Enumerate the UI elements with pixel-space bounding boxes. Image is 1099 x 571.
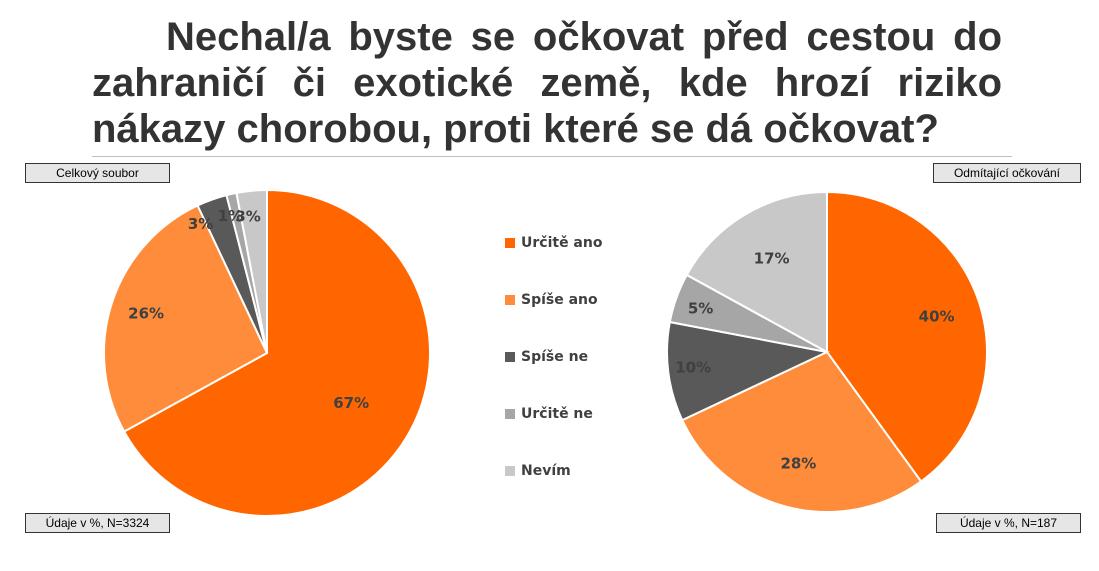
data-label-refusers-urcite-ano: 40% xyxy=(919,307,955,325)
slice-refusers-nevim xyxy=(685,190,828,354)
right-chart-note: Údaje v %, N=187 xyxy=(936,513,1081,533)
page-title: Nechal/a byste se očkovat před cestou do… xyxy=(92,15,1002,151)
data-label-refusers-nevim: 17% xyxy=(754,249,790,267)
slice-total-nevim xyxy=(235,188,268,354)
legend-swatch-spise-ne xyxy=(505,352,515,362)
right-chart-label: Odmítající očkování xyxy=(933,163,1081,183)
legend-swatch-urcite-ano xyxy=(505,238,515,248)
data-label-total-urcite-ne: 1% xyxy=(218,207,243,225)
data-label-refusers-urcite-ne: 5% xyxy=(688,300,713,318)
data-label-total-nevim: 3% xyxy=(235,208,260,226)
legend: Určitě ano Spíše ano Spíše ne Určitě ne Neví… xyxy=(505,235,603,479)
legend-swatch-spise-ano xyxy=(505,295,515,305)
legend-swatch-urcite-ne xyxy=(505,409,515,419)
slice-total-urcite-ano xyxy=(122,188,431,517)
legend-label-nevim: Nevím xyxy=(521,463,571,479)
slice-refusers-urcite-ano xyxy=(826,190,988,483)
data-label-refusers-spise-ne: 10% xyxy=(675,359,711,377)
pie-chart-total: 67%26%3% 1%3% xyxy=(102,188,431,517)
legend-label-spise-ne: Spíše ne xyxy=(521,349,588,365)
data-label-total-urcite-ano: 67% xyxy=(333,394,369,412)
slice-refusers-spise-ano xyxy=(680,350,923,513)
legend-label-urcite-ano: Určitě ano xyxy=(521,235,603,251)
title-divider xyxy=(92,156,1012,157)
left-chart-label: Celkový soubor xyxy=(25,163,170,183)
pie-chart-refusers: 40% 28% 10% 5% 17% xyxy=(665,190,988,513)
legend-swatch-nevim xyxy=(505,466,515,476)
legend-label-spise-ano: Spíše ano xyxy=(521,292,598,308)
data-label-total-spise-ano: 26% xyxy=(128,305,164,323)
data-label-refusers-spise-ano: 28% xyxy=(780,455,816,473)
slice-refusers-spise-ne xyxy=(665,320,831,422)
legend-label-urcite-ne: Určitě ne xyxy=(521,406,593,422)
left-chart-note: Údaje v %, N=3324 xyxy=(25,513,170,533)
slice-total-spise-ano xyxy=(102,204,269,433)
data-label-total-spise-ne: 3% xyxy=(188,215,213,233)
